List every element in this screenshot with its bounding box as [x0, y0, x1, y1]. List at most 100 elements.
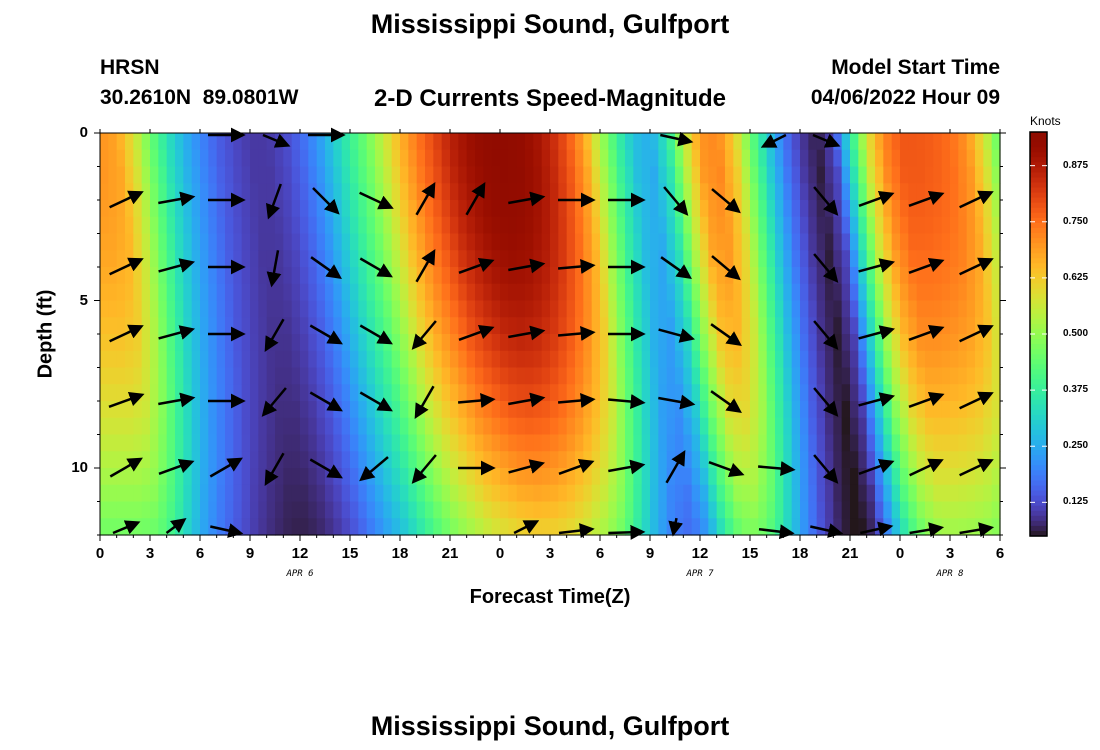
heatmap-cell: [883, 417, 893, 436]
heatmap-cell: [950, 250, 959, 268]
heatmap-cell: [833, 484, 843, 503]
heatmap-cell: [491, 434, 501, 452]
heatmap-cell: [750, 267, 759, 285]
heatmap-cell: [316, 417, 326, 436]
heatmap-cell: [250, 149, 259, 168]
heatmap-cell: [466, 501, 476, 519]
heatmap-cell: [191, 317, 201, 335]
heatmap-cell: [233, 384, 243, 402]
heatmap-cell: [950, 133, 959, 151]
heatmap-cell: [450, 300, 459, 318]
heatmap-cell: [891, 200, 901, 218]
heatmap-cell: [233, 484, 243, 503]
heatmap-cell: [466, 417, 476, 436]
heatmap-cell: [441, 451, 451, 469]
heatmap-cell: [850, 183, 859, 201]
heatmap-cell: [108, 417, 118, 436]
heatmap-cell: [558, 267, 568, 285]
heatmap-cell: [575, 417, 584, 436]
heatmap-cell: [850, 350, 859, 369]
heatmap-cell: [183, 200, 193, 218]
heatmap-cell: [958, 233, 968, 251]
heatmap-cell: [433, 384, 443, 402]
heatmap-cell: [800, 367, 809, 385]
heatmap-cell: [600, 484, 609, 503]
heatmap-cell: [358, 183, 368, 201]
heatmap-cell: [858, 417, 868, 436]
heatmap-cell: [650, 401, 659, 419]
heatmap-cell: [708, 367, 718, 385]
heatmap-cell: [275, 484, 284, 503]
heatmap-cell: [391, 468, 401, 486]
heatmap-cell: [900, 200, 909, 218]
heatmap-cell: [583, 434, 593, 452]
heatmap-cell: [566, 233, 576, 251]
heatmap-cell: [625, 317, 634, 335]
heatmap-cell: [416, 451, 426, 469]
colorbar-segment: [1030, 328, 1047, 335]
heatmap-cell: [600, 300, 609, 318]
heatmap-cell: [766, 200, 776, 218]
heatmap-cell: [575, 518, 584, 536]
heatmap-cell: [300, 317, 309, 335]
heatmap-cell: [858, 451, 868, 469]
heatmap-cell: [308, 434, 318, 452]
heatmap-cell: [483, 350, 493, 369]
heatmap-cell: [966, 283, 976, 302]
heatmap-cell: [700, 417, 709, 436]
heatmap-cell: [525, 200, 534, 218]
heatmap-cell: [916, 518, 926, 536]
heatmap-cell: [541, 133, 551, 151]
heatmap-cell: [325, 317, 334, 335]
current-vector-arrow: [959, 391, 994, 410]
heatmap-cell: [166, 350, 176, 369]
heatmap-cell: [558, 233, 568, 251]
current-vector-arrow: [457, 393, 496, 408]
heatmap-cell: [925, 434, 934, 452]
heatmap-cell: [941, 166, 951, 184]
heatmap-cell: [350, 149, 359, 168]
heatmap-cell: [358, 484, 368, 503]
colorbar-tick-label: 0.875: [1063, 159, 1089, 171]
heatmap-cell: [516, 434, 526, 452]
heatmap-cell: [766, 518, 776, 536]
heatmap-cell: [425, 149, 434, 168]
heatmap-cell: [766, 183, 776, 201]
heatmap-cell: [141, 384, 151, 402]
heatmap-cell: [166, 451, 176, 469]
heatmap-cell: [641, 317, 651, 335]
heatmap-cell: [408, 501, 418, 519]
heatmap-cell: [216, 468, 226, 486]
heatmap-cell: [191, 133, 201, 151]
heatmap-cell: [375, 518, 384, 536]
colorbar-segment: [1030, 283, 1047, 290]
heatmap-cell: [225, 149, 234, 168]
heatmap-cell: [491, 417, 501, 436]
heatmap-cell: [250, 434, 259, 452]
x-tick-label: 12: [291, 545, 309, 562]
heatmap-cell: [275, 434, 284, 452]
heatmap-cell: [425, 367, 434, 385]
heatmap-cell: [175, 216, 184, 235]
heatmap-cell: [691, 367, 701, 385]
heatmap-cell: [341, 149, 351, 168]
heatmap-cell: [866, 300, 876, 318]
heatmap-cell: [466, 216, 476, 235]
heatmap-cell: [516, 300, 526, 318]
heatmap-cell: [133, 133, 143, 151]
heatmap-cell: [291, 501, 301, 519]
heatmap-cell: [166, 267, 176, 285]
heatmap-cell: [141, 350, 151, 369]
heatmap-cell: [600, 183, 609, 201]
heatmap-cell: [258, 501, 268, 519]
heatmap-cell: [633, 283, 643, 302]
heatmap-cell: [650, 283, 659, 302]
heatmap-cell: [375, 250, 384, 268]
heatmap-cell: [191, 384, 201, 402]
heatmap-cell: [725, 484, 734, 503]
heatmap-cell: [916, 200, 926, 218]
heatmap-cell: [358, 216, 368, 235]
colorbar-label: Knots: [1030, 114, 1061, 128]
heatmap-cell: [975, 501, 984, 519]
heatmap-cell: [375, 468, 384, 486]
